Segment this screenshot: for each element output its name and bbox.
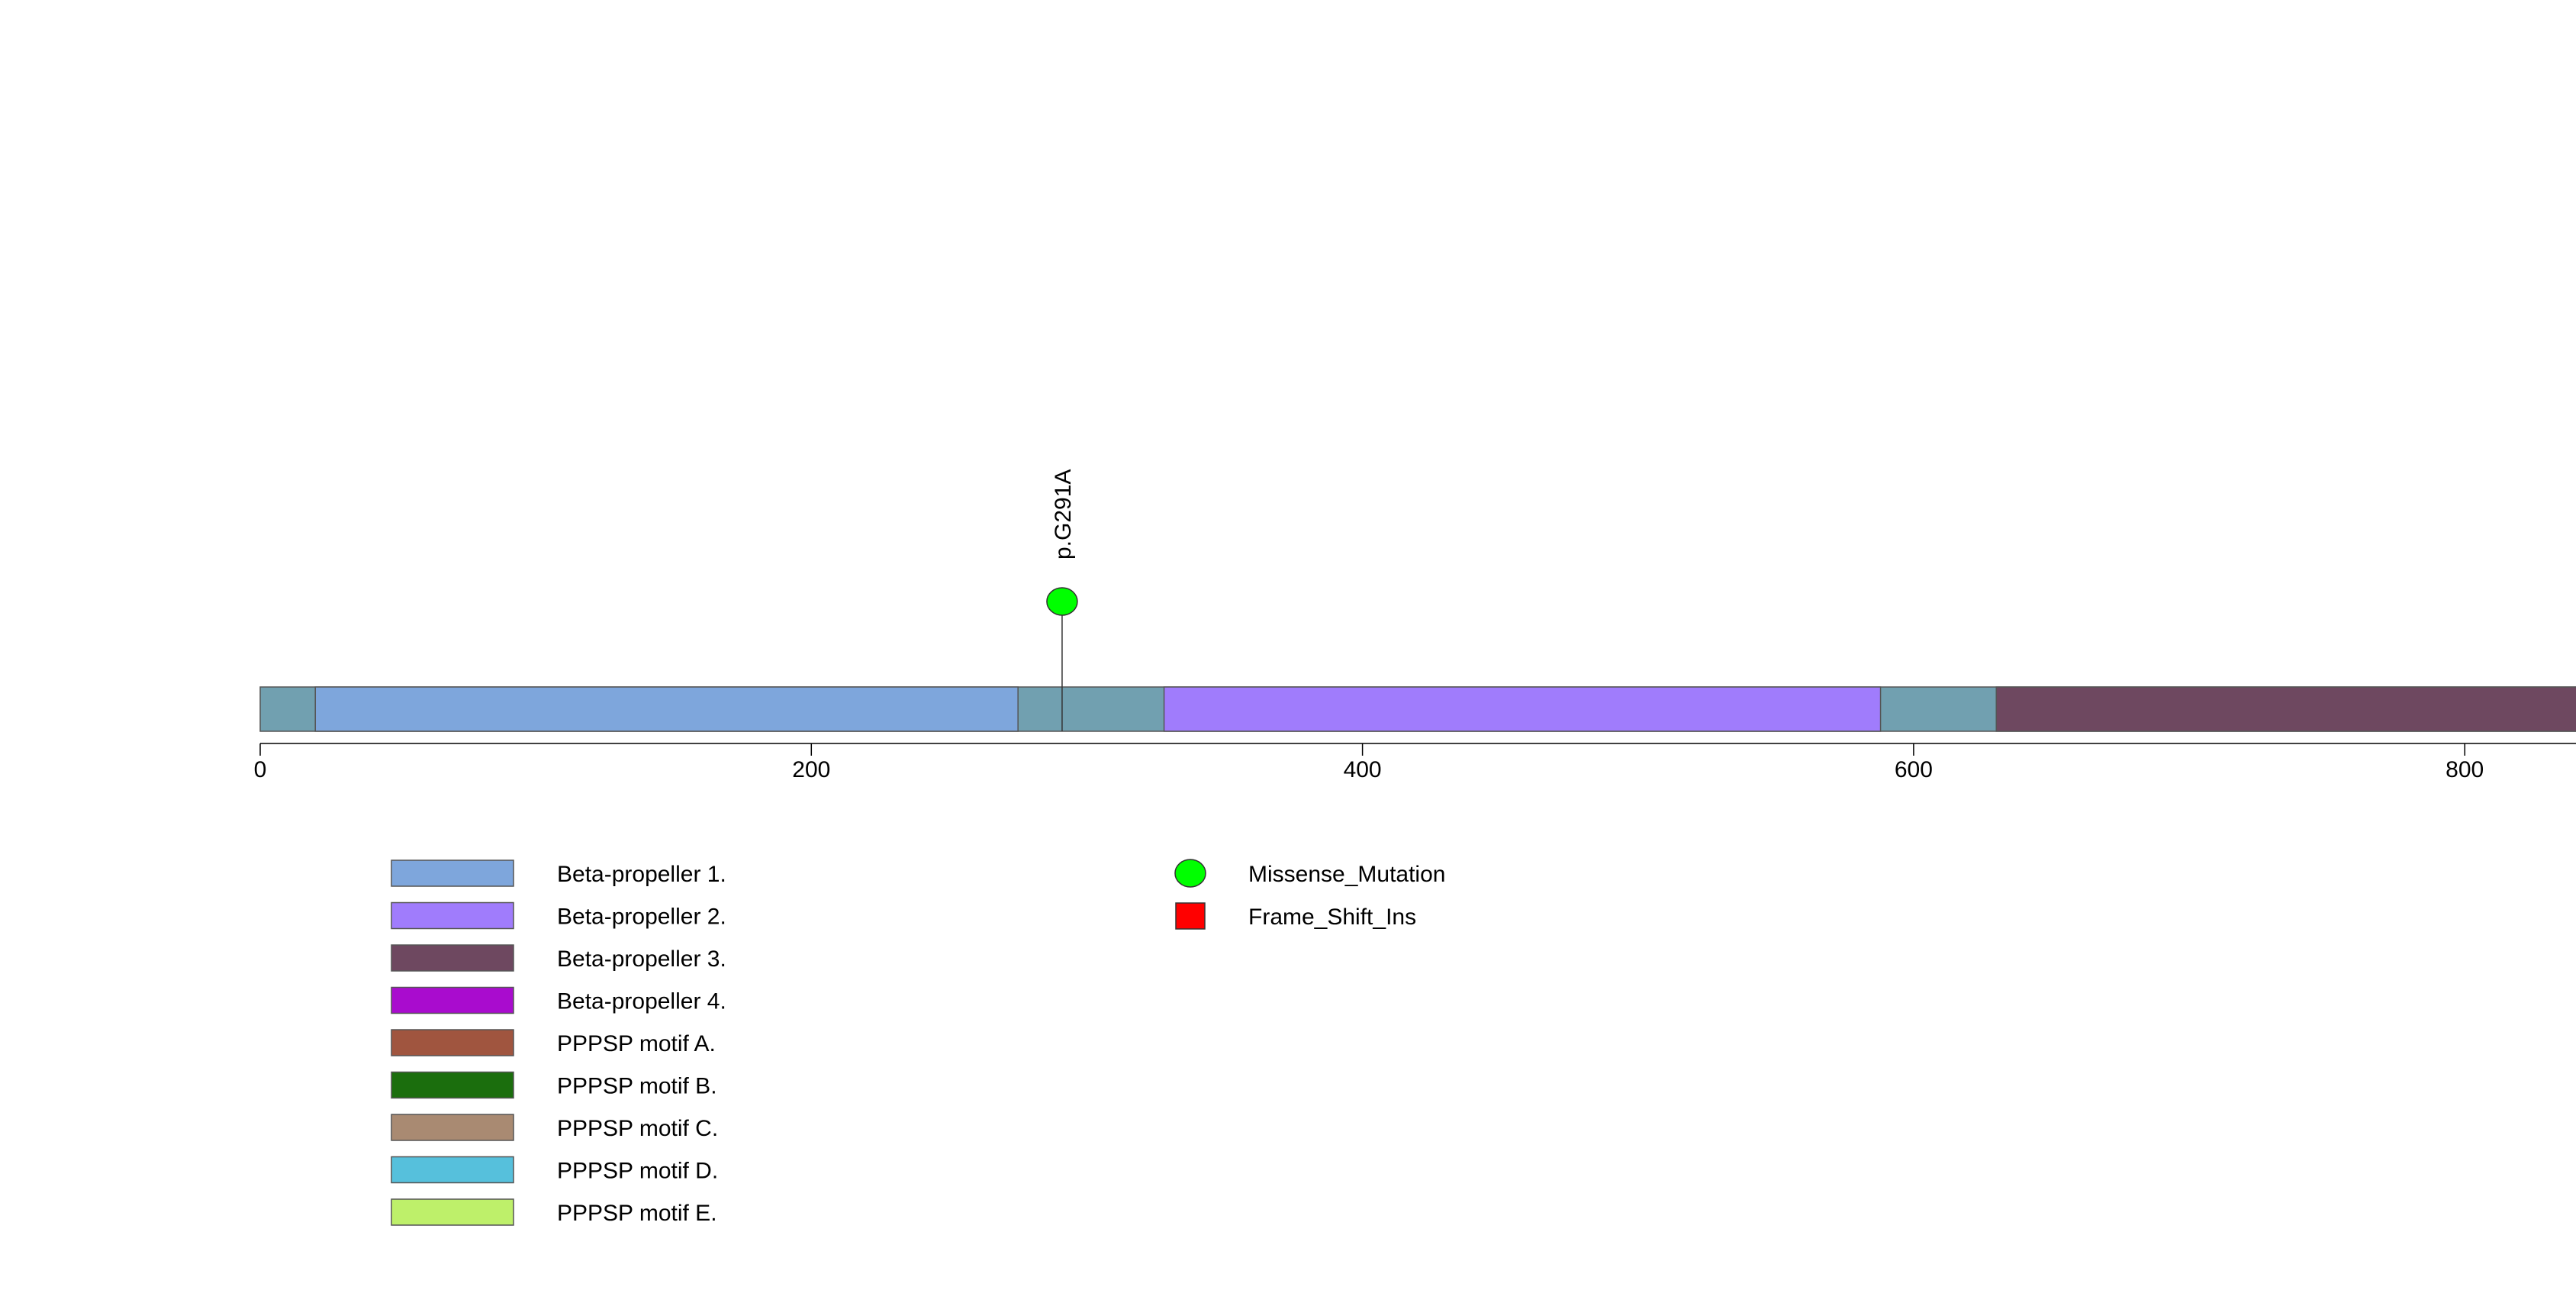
legend-label-4: Beta-propeller 4. — [557, 989, 726, 1014]
legend-label-3: Beta-propeller 3. — [557, 947, 726, 972]
legend-mutation-symbol-2 — [1175, 902, 1206, 930]
legend-swatch-3 — [391, 944, 514, 972]
legend-swatch-5 — [391, 1029, 514, 1056]
x-tick-label-4: 600 — [1895, 757, 1933, 782]
x-axis: 02004006008001000120014001600 — [254, 743, 2576, 782]
x-tick-label-1: 0 — [254, 757, 267, 782]
legend-label-9: PPPSP motif E. — [557, 1201, 717, 1226]
x-tick-label-3: 400 — [1344, 757, 1382, 782]
legend-label-7: PPPSP motif C. — [557, 1116, 718, 1141]
legend-label-8: PPPSP motif D. — [557, 1159, 718, 1184]
legend-mutation-label-1: Missense_Mutation — [1248, 862, 1445, 887]
legend-label-5: PPPSP motif A. — [557, 1031, 716, 1056]
legend-swatch-4 — [391, 986, 514, 1014]
domain-1 — [314, 686, 1019, 732]
legend-swatch-7 — [391, 1114, 514, 1141]
domains-group — [314, 686, 2576, 732]
legend-mutation-label-2: Frame_Shift_Ins — [1248, 905, 1416, 930]
legend: Beta-propeller 1. Beta-propeller 2. Beta-p… — [391, 859, 1445, 1226]
mutation-markers-group: p.G291Ap.T933Pp.E1154Qp.E1168Qp.I1170fs — [1046, 469, 1078, 616]
legend-swatch-6 — [391, 1071, 514, 1099]
domain-2 — [1163, 686, 1882, 732]
legend-swatch-8 — [391, 1156, 514, 1184]
legend-label-1: Beta-propeller 1. — [557, 862, 726, 887]
legend-mutation-symbol-1 — [1174, 859, 1206, 888]
x-tick-label-2: 200 — [792, 757, 830, 782]
legend-label-2: Beta-propeller 2. — [557, 905, 726, 930]
legend-swatch-9 — [391, 1198, 514, 1226]
domain-3 — [1995, 686, 2576, 732]
legend-swatch-2 — [391, 901, 514, 930]
mutation-marker-1 — [1046, 587, 1078, 616]
legend-label-6: PPPSP motif B. — [557, 1074, 717, 1099]
legend-swatch-1 — [391, 859, 514, 887]
mutation-label-1: p.G291A — [1051, 469, 1076, 560]
x-tick-label-5: 800 — [2446, 757, 2484, 782]
